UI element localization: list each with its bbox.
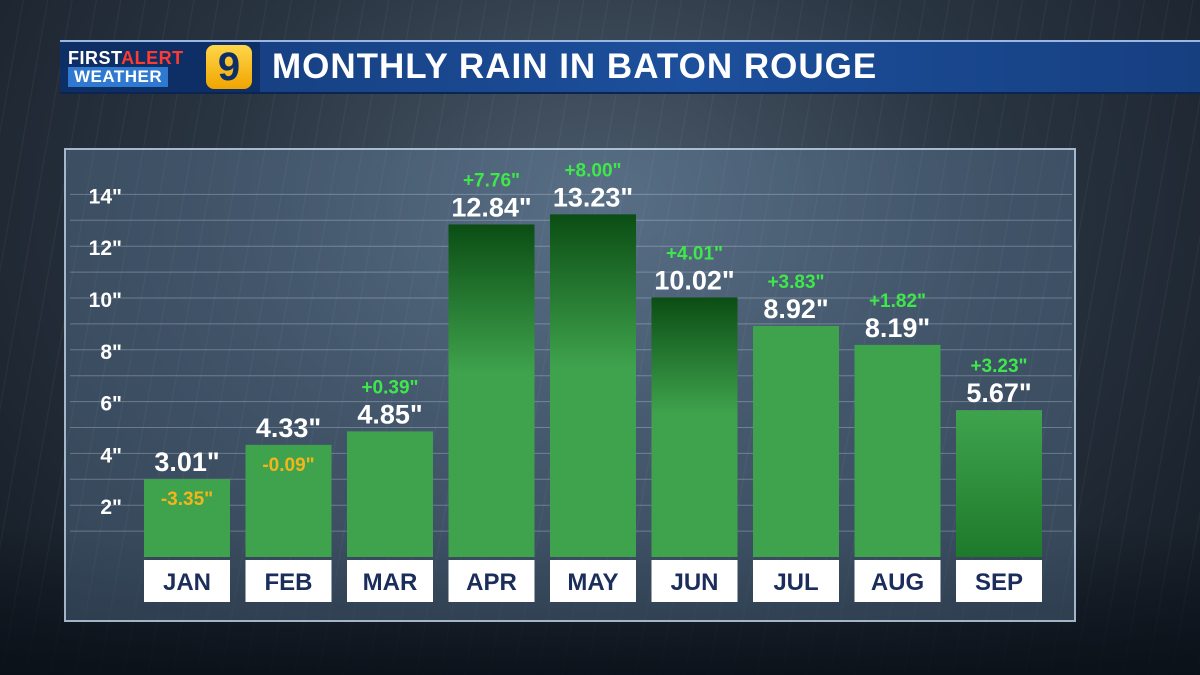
month-label: SEP	[975, 569, 1023, 596]
logo-first-alert: FIRSTALERT	[68, 48, 184, 69]
y-tick-label: 14"	[89, 185, 122, 208]
month-label: APR	[466, 569, 517, 596]
departure-label: -0.09"	[262, 455, 314, 476]
logo-alert-text: ALERT	[121, 48, 184, 68]
station-logo: FIRSTALERT WEATHER 9	[60, 42, 260, 92]
value-label: 8.19"	[865, 313, 930, 343]
month-label: JAN	[163, 569, 211, 596]
bar-jan	[144, 479, 230, 557]
value-label: 13.23"	[553, 182, 633, 212]
value-label: 12.84"	[451, 192, 531, 222]
page-title: MONTHLY RAIN IN BATON ROUGE	[272, 47, 878, 86]
bar-apr	[448, 224, 535, 557]
month-label-box	[956, 560, 1042, 602]
bar-aug	[854, 344, 941, 557]
bar-jul	[753, 325, 839, 557]
month-label-box	[651, 560, 738, 602]
value-label: 3.01"	[154, 447, 219, 477]
month-label: JUL	[773, 569, 818, 596]
departure-label: +4.01"	[666, 243, 723, 264]
month-label-box	[448, 560, 535, 602]
month-label-box	[144, 560, 230, 602]
value-label: 10.02"	[654, 265, 734, 295]
logo-first-text: FIRST	[68, 48, 122, 68]
departure-label: -3.35"	[161, 489, 213, 510]
departure-label: +8.00"	[564, 160, 621, 181]
value-label: 5.67"	[966, 378, 1031, 408]
month-label-box	[347, 560, 433, 602]
y-tick-label: 6"	[100, 393, 122, 416]
bar-jun	[651, 297, 738, 557]
y-tick-label: 12"	[89, 237, 122, 260]
departure-label: +0.39"	[361, 377, 418, 398]
month-label-box	[550, 560, 636, 602]
departure-label: +3.23"	[970, 356, 1027, 377]
logo-weather-text: WEATHER	[68, 67, 169, 87]
month-label-box	[753, 560, 839, 602]
departure-label: +7.76"	[463, 170, 520, 191]
month-label: MAY	[567, 569, 618, 596]
value-label: 4.85"	[357, 399, 422, 429]
month-label: JUN	[670, 569, 718, 596]
bar-mar	[347, 431, 433, 557]
bar-may	[550, 214, 636, 557]
logo-channel-number: 9	[206, 45, 252, 89]
y-tick-label: 2"	[100, 496, 122, 519]
value-label: 8.92"	[763, 294, 828, 324]
month-label-box	[245, 560, 332, 602]
month-label-box	[854, 560, 941, 602]
value-label: 4.33"	[256, 413, 321, 443]
departure-label: +3.83"	[767, 272, 824, 293]
bar-sep	[956, 410, 1042, 557]
y-tick-label: 4"	[100, 444, 122, 467]
departure-label: +1.82"	[869, 291, 926, 312]
month-label: FEB	[265, 569, 313, 596]
y-tick-label: 10"	[89, 289, 122, 312]
bar-feb	[245, 444, 332, 557]
header-bar: FIRSTALERT WEATHER 9 MONTHLY RAIN IN BAT…	[60, 40, 1200, 94]
y-tick-label: 8"	[100, 341, 122, 364]
month-label: AUG	[871, 569, 924, 596]
month-label: MAR	[363, 569, 418, 596]
